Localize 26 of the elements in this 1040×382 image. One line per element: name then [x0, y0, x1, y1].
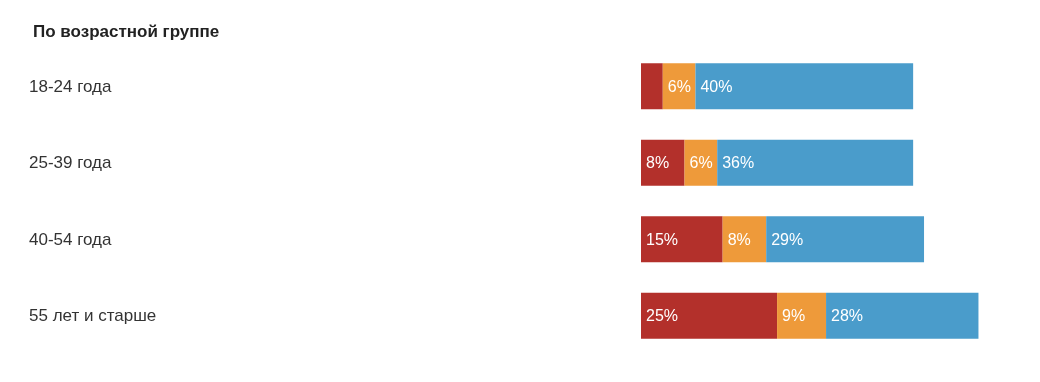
- data-label: 6%: [689, 154, 713, 172]
- bar: [641, 216, 723, 263]
- data-label: 40%: [700, 77, 733, 95]
- bar: [826, 292, 979, 339]
- data-label: 28%: [831, 307, 864, 325]
- y-tick-label: 40-54 года: [29, 229, 113, 249]
- data-label: 15%: [646, 230, 679, 248]
- bar: [641, 292, 778, 339]
- y-tick-label: 25-39 года: [29, 153, 113, 173]
- bar: [777, 292, 827, 339]
- data-label: 8%: [727, 230, 751, 248]
- data-label: 9%: [782, 307, 806, 325]
- bar: [722, 216, 767, 263]
- bar: [717, 139, 914, 186]
- bar: [695, 63, 914, 110]
- data-label: 36%: [722, 154, 755, 172]
- data-label: 25%: [646, 307, 679, 325]
- data-label: 29%: [771, 230, 804, 248]
- bar: [641, 139, 685, 186]
- y-tick-label: 55 лет и старше: [29, 306, 157, 326]
- data-label: 6%: [667, 77, 691, 95]
- bar: [766, 216, 925, 263]
- y-tick-label: 18-24 года: [29, 76, 113, 96]
- data-label: 8%: [646, 154, 670, 172]
- text: По возрастной группе: [33, 22, 220, 41]
- bar: [641, 63, 663, 110]
